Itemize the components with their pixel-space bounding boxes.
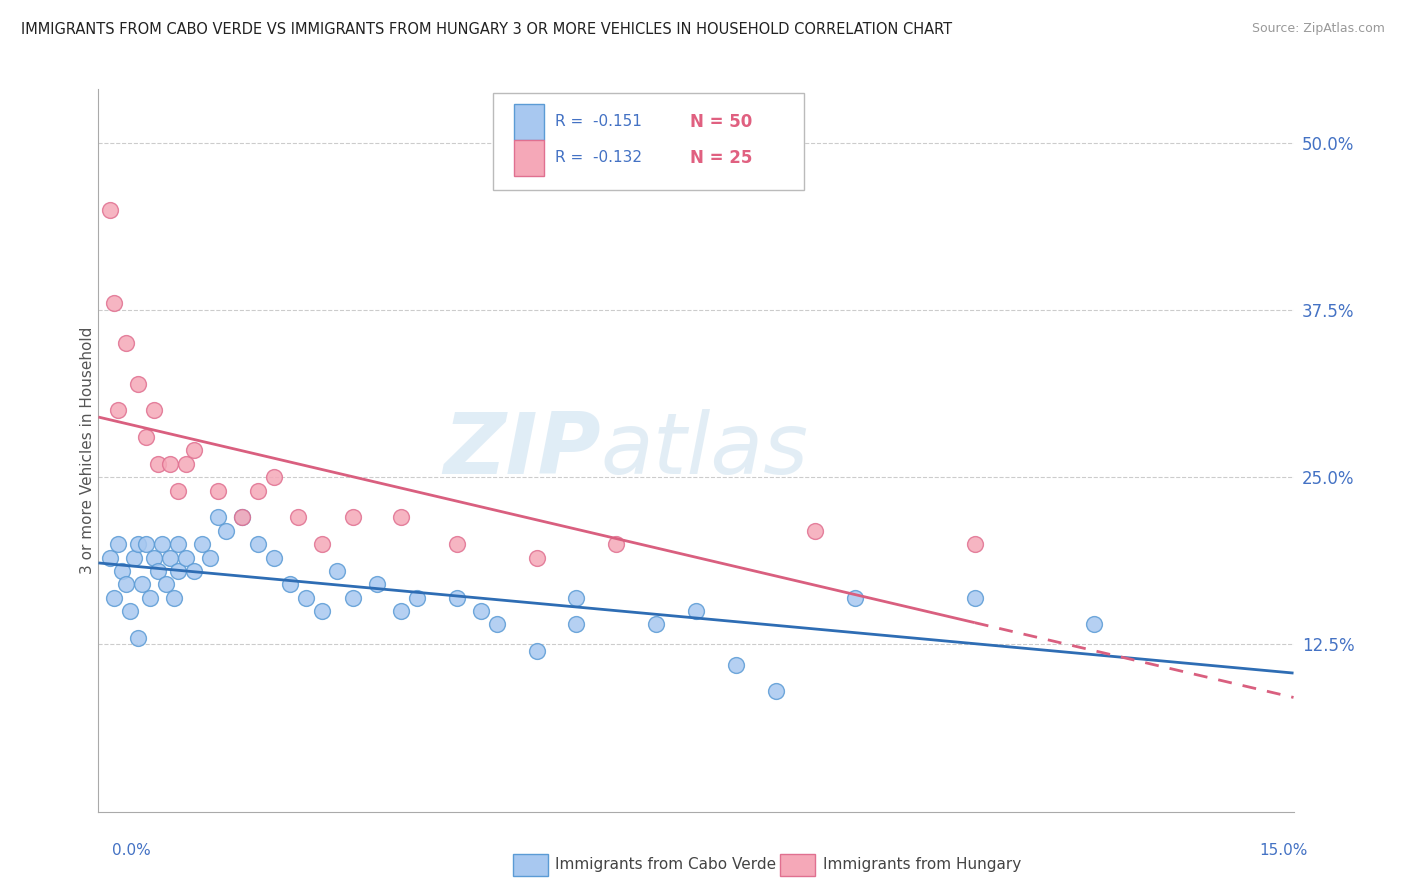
Point [111, 564, 134, 578]
Point [246, 537, 269, 551]
Point [526, 550, 548, 565]
Point [103, 591, 125, 605]
Point [765, 684, 787, 698]
Point [263, 470, 285, 484]
Text: ZIP: ZIP [443, 409, 600, 492]
Point [844, 591, 866, 605]
FancyBboxPatch shape [515, 103, 544, 140]
Point [107, 403, 129, 417]
Point [155, 577, 177, 591]
Point [174, 550, 197, 565]
Point [485, 617, 508, 632]
Text: N = 50: N = 50 [690, 112, 752, 131]
Point [143, 550, 166, 565]
Point [645, 617, 668, 632]
Point [148, 457, 170, 471]
Point [342, 591, 364, 605]
Text: Immigrants from Cabo Verde: Immigrants from Cabo Verde [555, 857, 776, 871]
Point [127, 376, 149, 391]
Text: atlas: atlas [600, 409, 808, 492]
Text: N = 25: N = 25 [690, 149, 752, 167]
Text: R =  -0.132: R = -0.132 [555, 151, 643, 165]
Point [143, 403, 166, 417]
Point [207, 483, 229, 498]
Point [215, 524, 238, 538]
Point [115, 336, 138, 351]
Point [804, 524, 827, 538]
Point [342, 510, 364, 524]
FancyBboxPatch shape [515, 140, 544, 176]
Point [406, 591, 429, 605]
Point [311, 537, 333, 551]
Point [685, 604, 707, 618]
Point [963, 537, 986, 551]
Point [565, 591, 588, 605]
Point [389, 510, 412, 524]
Point [115, 577, 138, 591]
Point [963, 591, 986, 605]
Point [135, 430, 157, 444]
Point [107, 537, 129, 551]
Point [131, 577, 153, 591]
Point [167, 483, 190, 498]
Point [183, 564, 205, 578]
Text: 15.0%: 15.0% [1260, 843, 1308, 858]
Point [139, 591, 162, 605]
Point [103, 296, 125, 310]
Point [294, 591, 316, 605]
Point [183, 443, 205, 458]
Point [120, 604, 142, 618]
Y-axis label: 3 or more Vehicles in Household: 3 or more Vehicles in Household [80, 326, 94, 574]
Point [605, 537, 627, 551]
Point [231, 510, 253, 524]
Point [446, 591, 468, 605]
Point [167, 537, 190, 551]
Point [174, 457, 197, 471]
Point [127, 537, 149, 551]
Point [287, 510, 309, 524]
Text: Immigrants from Hungary: Immigrants from Hungary [823, 857, 1021, 871]
Point [98, 550, 122, 565]
Point [389, 604, 412, 618]
Point [278, 577, 301, 591]
Point [127, 631, 149, 645]
Point [207, 510, 229, 524]
Point [526, 644, 548, 658]
Point [326, 564, 349, 578]
Point [246, 483, 269, 498]
Point [124, 550, 146, 565]
Point [446, 537, 468, 551]
Point [163, 591, 186, 605]
Point [231, 510, 253, 524]
Text: Source: ZipAtlas.com: Source: ZipAtlas.com [1251, 22, 1385, 36]
Point [311, 604, 333, 618]
Point [1083, 617, 1105, 632]
Point [724, 657, 747, 672]
Point [159, 457, 181, 471]
Point [148, 564, 170, 578]
Text: 0.0%: 0.0% [112, 843, 152, 858]
Point [150, 537, 173, 551]
Point [263, 550, 285, 565]
Point [98, 202, 122, 217]
Text: R =  -0.151: R = -0.151 [555, 114, 641, 129]
Point [135, 537, 157, 551]
Point [159, 550, 181, 565]
Text: IMMIGRANTS FROM CABO VERDE VS IMMIGRANTS FROM HUNGARY 3 OR MORE VEHICLES IN HOUS: IMMIGRANTS FROM CABO VERDE VS IMMIGRANTS… [21, 22, 952, 37]
Point [366, 577, 388, 591]
FancyBboxPatch shape [494, 93, 804, 190]
Point [167, 564, 190, 578]
Point [565, 617, 588, 632]
Point [191, 537, 214, 551]
Point [470, 604, 492, 618]
Point [198, 550, 221, 565]
